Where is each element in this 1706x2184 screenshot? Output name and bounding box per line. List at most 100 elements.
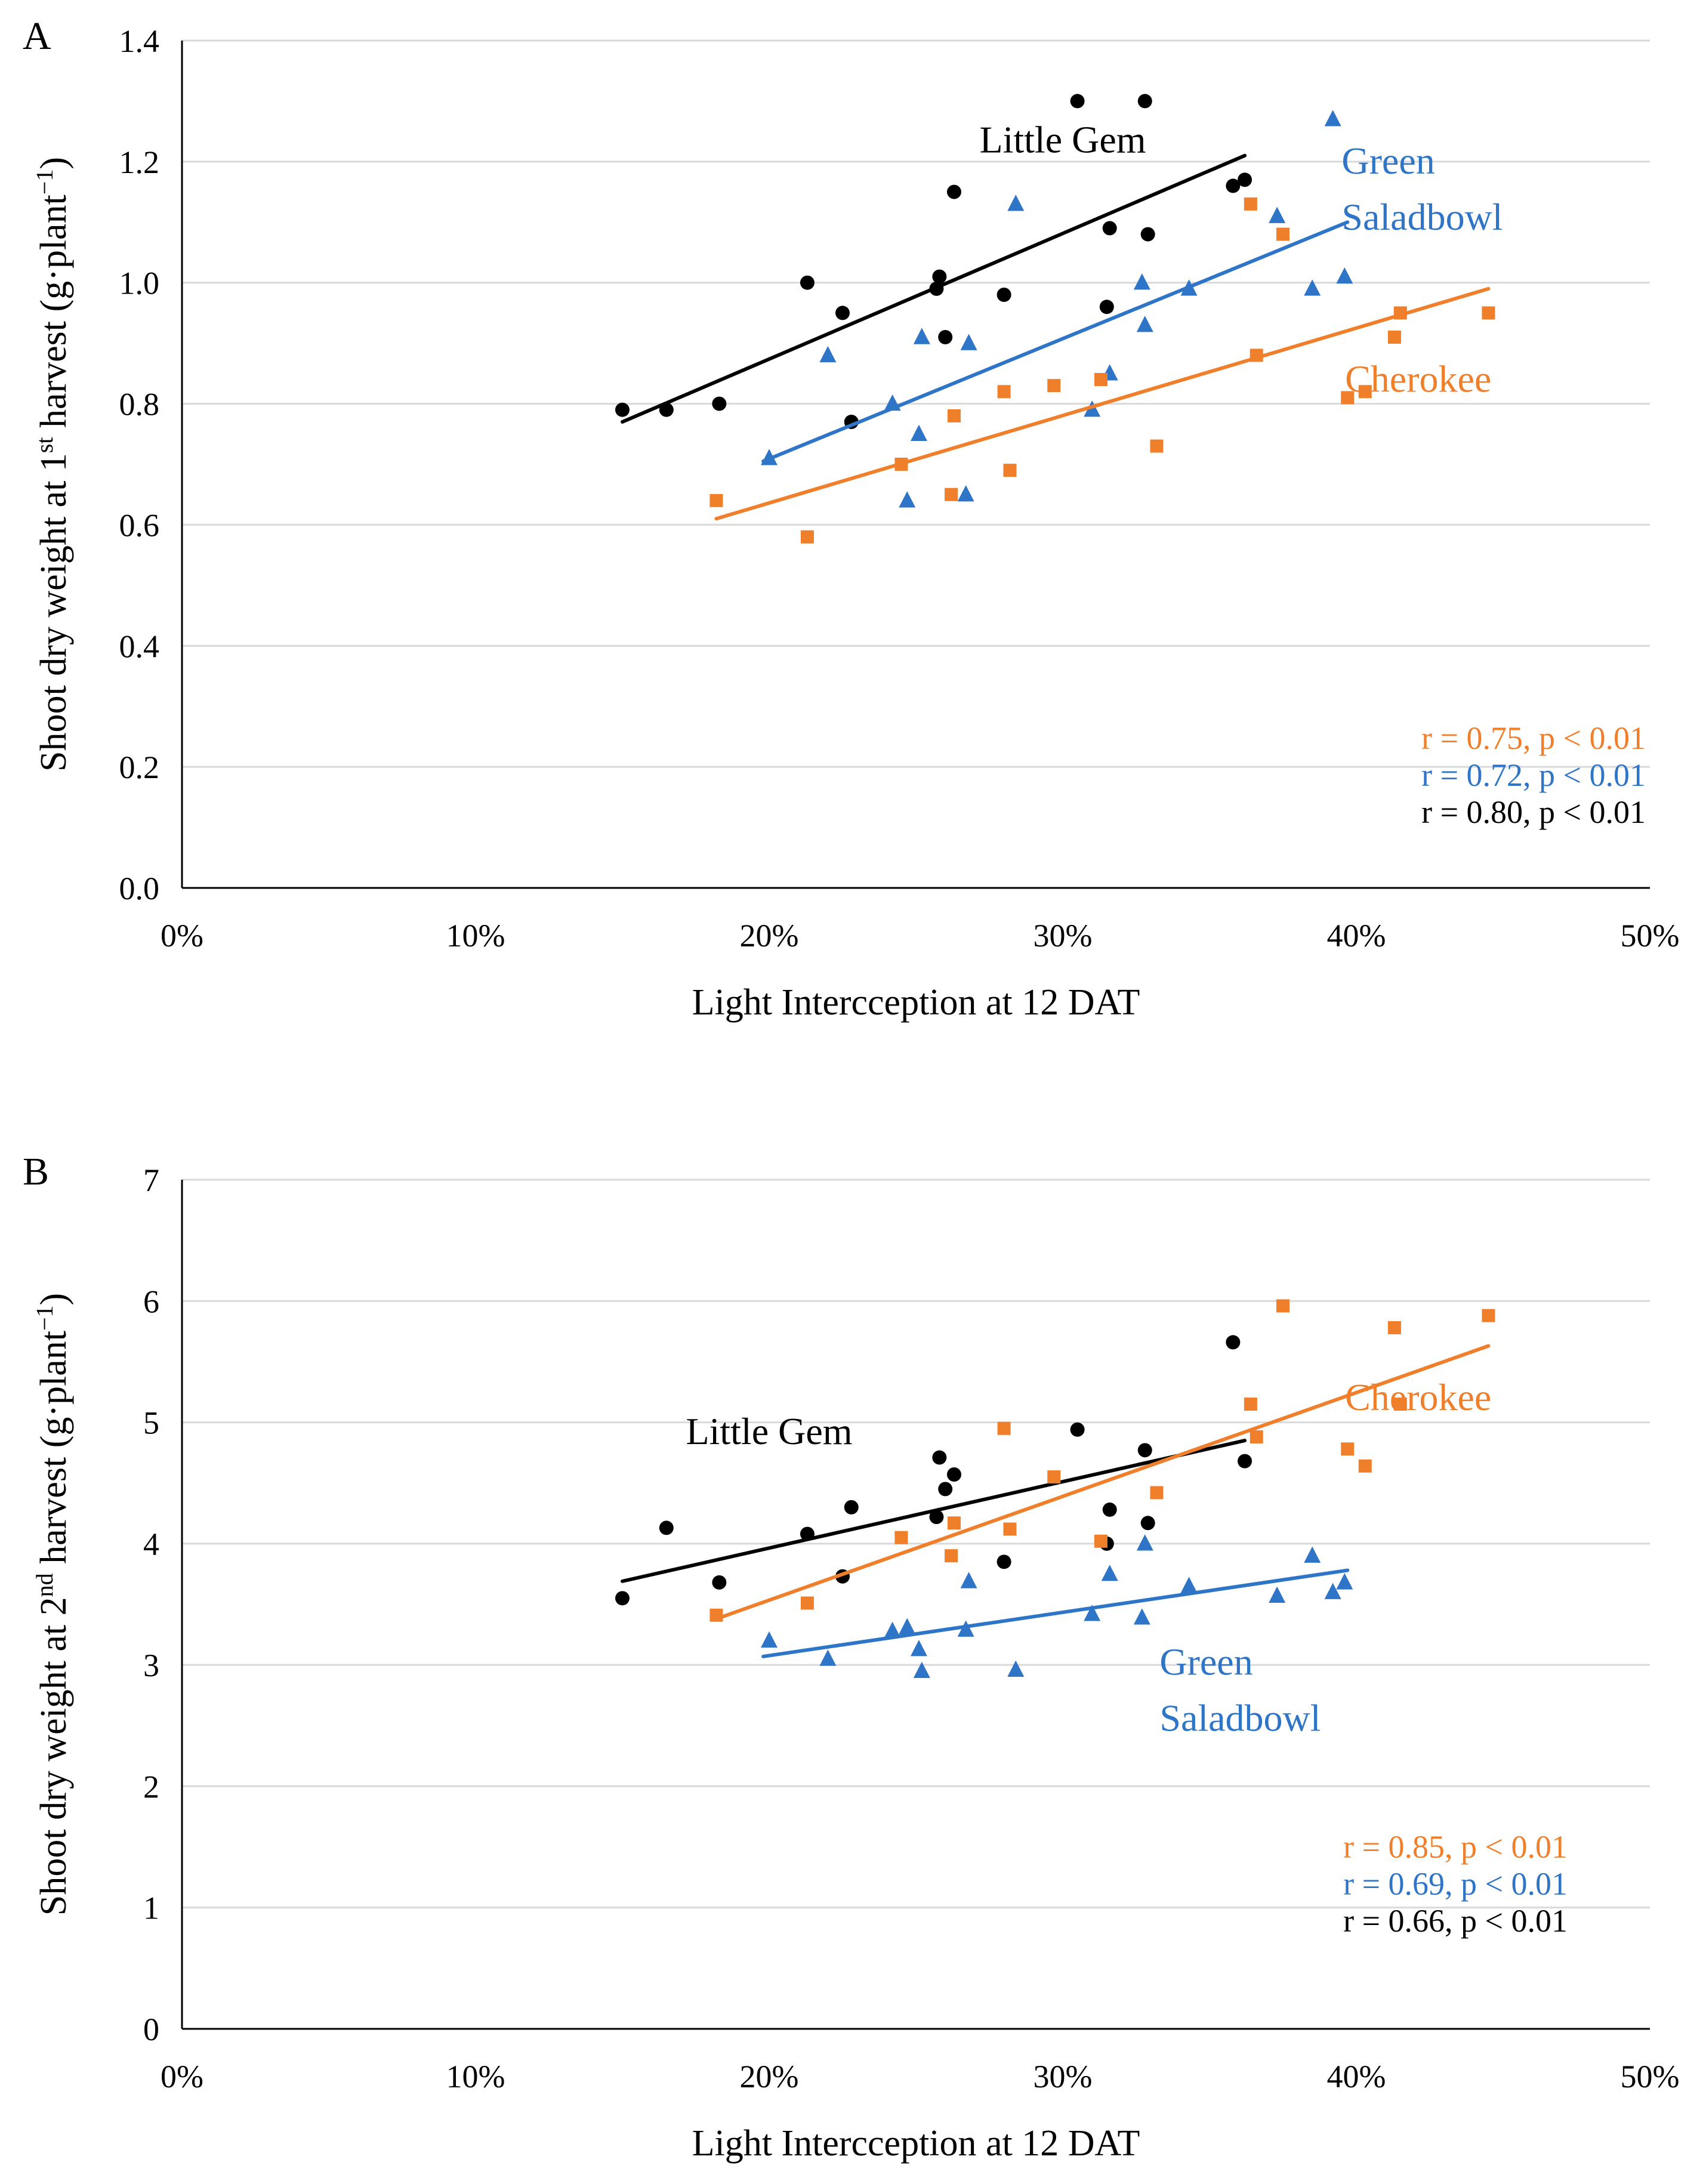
data-point	[938, 1482, 953, 1497]
series-little-gem: Little Gem	[615, 1335, 1252, 1606]
data-point	[910, 1640, 927, 1656]
stat-label: r = 0.69, p < 0.01	[1343, 1866, 1568, 1902]
data-point	[1007, 195, 1025, 211]
series-cherokee: Cherokee	[709, 1299, 1495, 1622]
data-point	[899, 491, 916, 508]
y-tick-label: 1	[143, 1890, 159, 1926]
trend-line	[714, 1344, 1491, 1621]
stat-label: r = 0.66, p < 0.01	[1343, 1903, 1568, 1939]
data-point	[835, 306, 850, 320]
data-point	[946, 184, 961, 199]
series-label: Little Gem	[979, 119, 1146, 161]
x-tick-label: 10%	[446, 2059, 505, 2094]
data-point	[844, 1500, 859, 1514]
data-point	[1304, 1546, 1321, 1563]
data-point	[913, 328, 930, 344]
data-point	[1102, 221, 1117, 236]
data-point	[615, 402, 630, 417]
data-point	[761, 449, 778, 465]
x-tick-label: 0%	[161, 2059, 203, 2094]
y-axis-title: Shoot dry weight at 1st harvest (g·plant…	[31, 157, 75, 772]
trend-line	[761, 220, 1350, 463]
panel-a: A 0.0 0.2 0.4 0.6 0.8 1.0 1.2 1.4 0% 10% 20% 30% 40% 5…	[23, 14, 1679, 1023]
stat-label: r = 0.75, p < 0.01	[1421, 720, 1646, 756]
series-label: Green Saladbowl	[1159, 1640, 1321, 1739]
data-point	[1180, 1577, 1198, 1593]
data-point	[1387, 1321, 1401, 1335]
data-point	[1244, 197, 1257, 211]
series-label: Cherokee	[1345, 1376, 1491, 1418]
y-tick-label: 1.4	[119, 23, 160, 59]
data-point	[1047, 1470, 1061, 1484]
data-point	[1003, 1522, 1017, 1536]
data-point	[800, 530, 814, 544]
data-point	[1094, 1534, 1107, 1548]
data-point	[1133, 1608, 1150, 1625]
data-point	[1150, 439, 1164, 453]
data-point	[932, 1450, 947, 1465]
data-point	[709, 493, 723, 507]
data-point	[800, 1526, 815, 1541]
y-tick-label: 0.8	[119, 387, 160, 422]
data-point	[913, 1661, 930, 1679]
x-tick-label: 50%	[1621, 2059, 1680, 2094]
data-point	[1238, 1454, 1252, 1469]
data-point	[1102, 1502, 1117, 1517]
data-point	[1238, 172, 1252, 187]
y-tick-label: 0	[143, 2012, 159, 2047]
data-point	[615, 1591, 630, 1606]
data-point	[1358, 1459, 1372, 1473]
series-green-saladbowl: Green Saladbowl	[761, 1534, 1353, 1739]
data-point	[945, 488, 958, 501]
data-point	[1393, 1398, 1407, 1411]
data-point	[1136, 316, 1153, 332]
data-point	[947, 409, 961, 422]
data-point	[932, 269, 947, 284]
data-point	[957, 485, 974, 502]
data-point	[1226, 178, 1241, 193]
data-point	[1101, 1565, 1118, 1581]
data-point	[712, 1575, 727, 1590]
series-label: Green Saladbowl	[1341, 140, 1503, 238]
x-axis-title: Light Intercception at 12 DAT	[692, 2123, 1140, 2164]
data-point	[1250, 1430, 1263, 1443]
y-tick-label: 1.0	[119, 266, 160, 301]
data-point	[1276, 1299, 1289, 1313]
data-point	[1070, 94, 1085, 109]
y-tick-label: 5	[143, 1405, 159, 1441]
y-tick-label: 3	[143, 1648, 159, 1683]
data-point	[1341, 391, 1355, 405]
data-point	[997, 385, 1011, 399]
data-point	[1140, 1516, 1155, 1531]
data-point	[1137, 1443, 1152, 1458]
data-point	[659, 402, 674, 417]
data-point	[1358, 385, 1372, 399]
data-point	[1099, 300, 1114, 314]
data-point	[712, 396, 727, 411]
data-point	[1336, 267, 1353, 284]
data-point	[894, 1531, 908, 1544]
data-point	[1244, 1398, 1257, 1411]
data-point	[1070, 1422, 1085, 1437]
y-tick-label: 6	[143, 1284, 159, 1319]
data-point	[1137, 94, 1152, 109]
data-point	[800, 275, 815, 290]
series-cherokee: Cherokee	[709, 197, 1495, 544]
data-point	[1084, 1605, 1101, 1621]
y-tick-label: 0.4	[119, 628, 160, 664]
y-tick-label: 7	[143, 1162, 159, 1198]
stat-label: r = 0.85, p < 0.01	[1343, 1829, 1568, 1865]
data-point	[1324, 110, 1341, 127]
x-tick-label: 10%	[446, 918, 505, 954]
x-tick-label: 20%	[740, 918, 799, 954]
y-tick-label: 1.2	[119, 144, 160, 180]
data-point	[894, 458, 908, 471]
panel-label: B	[23, 1150, 49, 1193]
data-point	[761, 1631, 778, 1648]
data-point	[884, 1621, 901, 1638]
data-point	[938, 330, 953, 344]
data-point	[1007, 1660, 1025, 1677]
data-point	[1250, 348, 1263, 362]
data-point	[1482, 306, 1495, 320]
